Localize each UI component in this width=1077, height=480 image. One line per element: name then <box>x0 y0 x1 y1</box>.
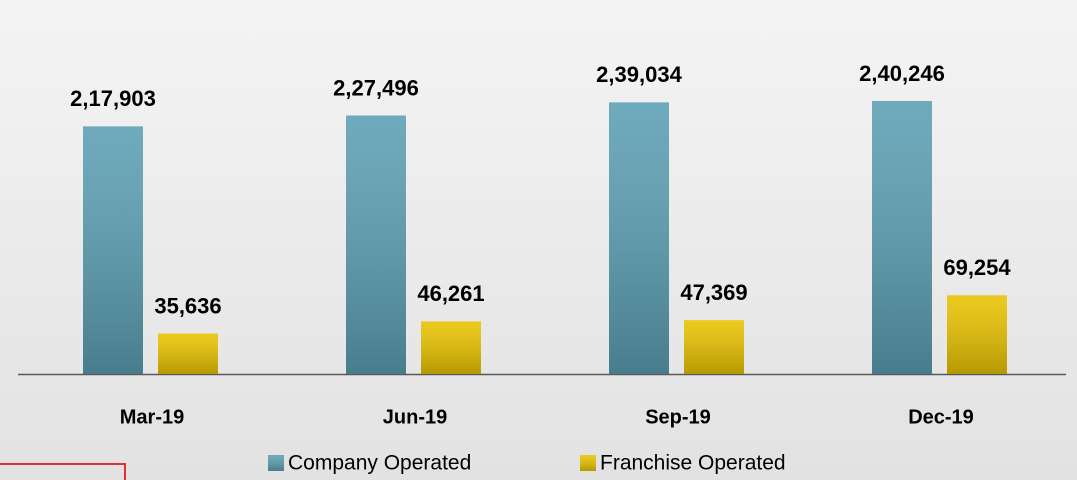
highlight-box <box>0 463 126 480</box>
data-label: 47,369 <box>680 280 747 305</box>
legend-swatch-shade <box>268 455 284 471</box>
data-label: 46,261 <box>417 281 484 306</box>
bar-shade <box>346 115 406 374</box>
data-label: 2,27,496 <box>333 75 419 100</box>
data-label: 69,254 <box>943 255 1011 280</box>
bar-shade <box>947 295 1007 374</box>
data-label: 2,40,246 <box>859 61 945 86</box>
x-tick-label: Sep-19 <box>645 406 711 428</box>
legend-swatch-shade <box>580 455 596 471</box>
data-label: 2,17,903 <box>70 86 156 111</box>
bar-shade <box>158 333 218 374</box>
legend-label: Franchise Operated <box>600 452 786 475</box>
bar-shade <box>872 101 932 374</box>
bar-shade <box>684 320 744 374</box>
bar-shade <box>421 321 481 374</box>
x-tick-label: Dec-19 <box>908 406 974 428</box>
bar-shade <box>83 126 143 375</box>
bar-shade <box>609 102 669 375</box>
x-tick-label: Mar-19 <box>120 406 184 428</box>
x-tick-label: Jun-19 <box>383 406 447 428</box>
data-label: 2,39,034 <box>596 62 682 87</box>
legend-label: Company Operated <box>288 452 471 475</box>
data-label: 35,636 <box>154 293 221 318</box>
